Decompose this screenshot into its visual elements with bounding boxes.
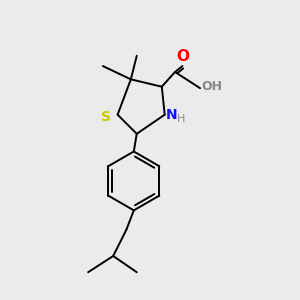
- Text: S: S: [101, 110, 111, 124]
- Text: O: O: [176, 49, 189, 64]
- Text: OH: OH: [201, 80, 222, 93]
- Text: H: H: [177, 114, 185, 124]
- Text: N: N: [166, 108, 178, 122]
